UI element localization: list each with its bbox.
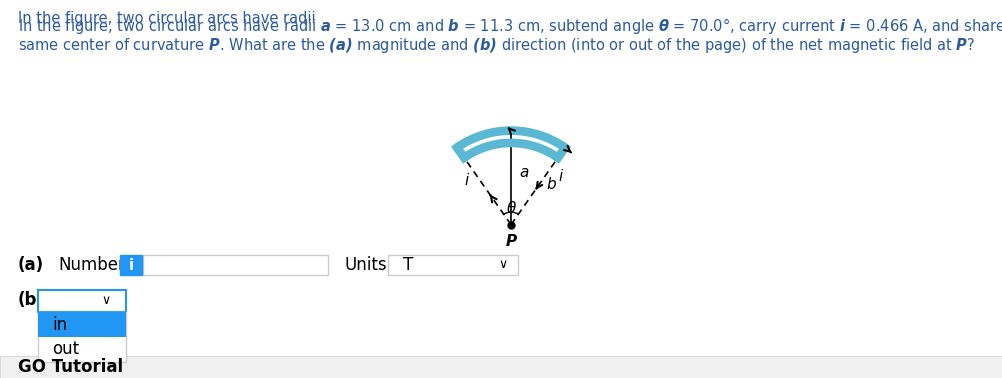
Text: GO Tutorial: GO Tutorial: [18, 358, 123, 376]
Text: In the figure, two circular arcs have radii $\bfit{a}$ = 13.0 cm and $\bfit{b}$ : In the figure, two circular arcs have ra…: [18, 16, 1002, 36]
FancyBboxPatch shape: [38, 290, 126, 312]
Text: i: i: [558, 169, 562, 184]
FancyBboxPatch shape: [120, 255, 142, 275]
Text: θ: θ: [506, 201, 516, 216]
Text: b: b: [546, 177, 556, 192]
Text: P: P: [505, 234, 517, 249]
Text: i: i: [128, 257, 133, 273]
Text: a: a: [520, 166, 529, 180]
Text: same center of curvature $\bfit{P}$. What are the $\bfit{(a)}$ magnitude and $\b: same center of curvature $\bfit{P}$. Wha…: [18, 36, 975, 55]
Text: out: out: [52, 340, 79, 358]
Text: ∨: ∨: [101, 294, 110, 307]
Text: ∨: ∨: [498, 259, 508, 271]
Text: (b): (b): [18, 291, 45, 309]
Text: Number: Number: [58, 256, 125, 274]
FancyBboxPatch shape: [388, 255, 518, 275]
Text: in: in: [52, 316, 67, 334]
Text: i: i: [465, 173, 469, 188]
FancyBboxPatch shape: [38, 312, 126, 337]
FancyBboxPatch shape: [38, 312, 126, 362]
FancyBboxPatch shape: [143, 255, 328, 275]
FancyBboxPatch shape: [0, 356, 1002, 378]
Text: Units: Units: [345, 256, 388, 274]
Text: In the figure, two circular arcs have radii: In the figure, two circular arcs have ra…: [18, 11, 321, 26]
Text: T: T: [403, 256, 413, 274]
FancyBboxPatch shape: [38, 312, 126, 337]
Text: (a): (a): [18, 256, 44, 274]
